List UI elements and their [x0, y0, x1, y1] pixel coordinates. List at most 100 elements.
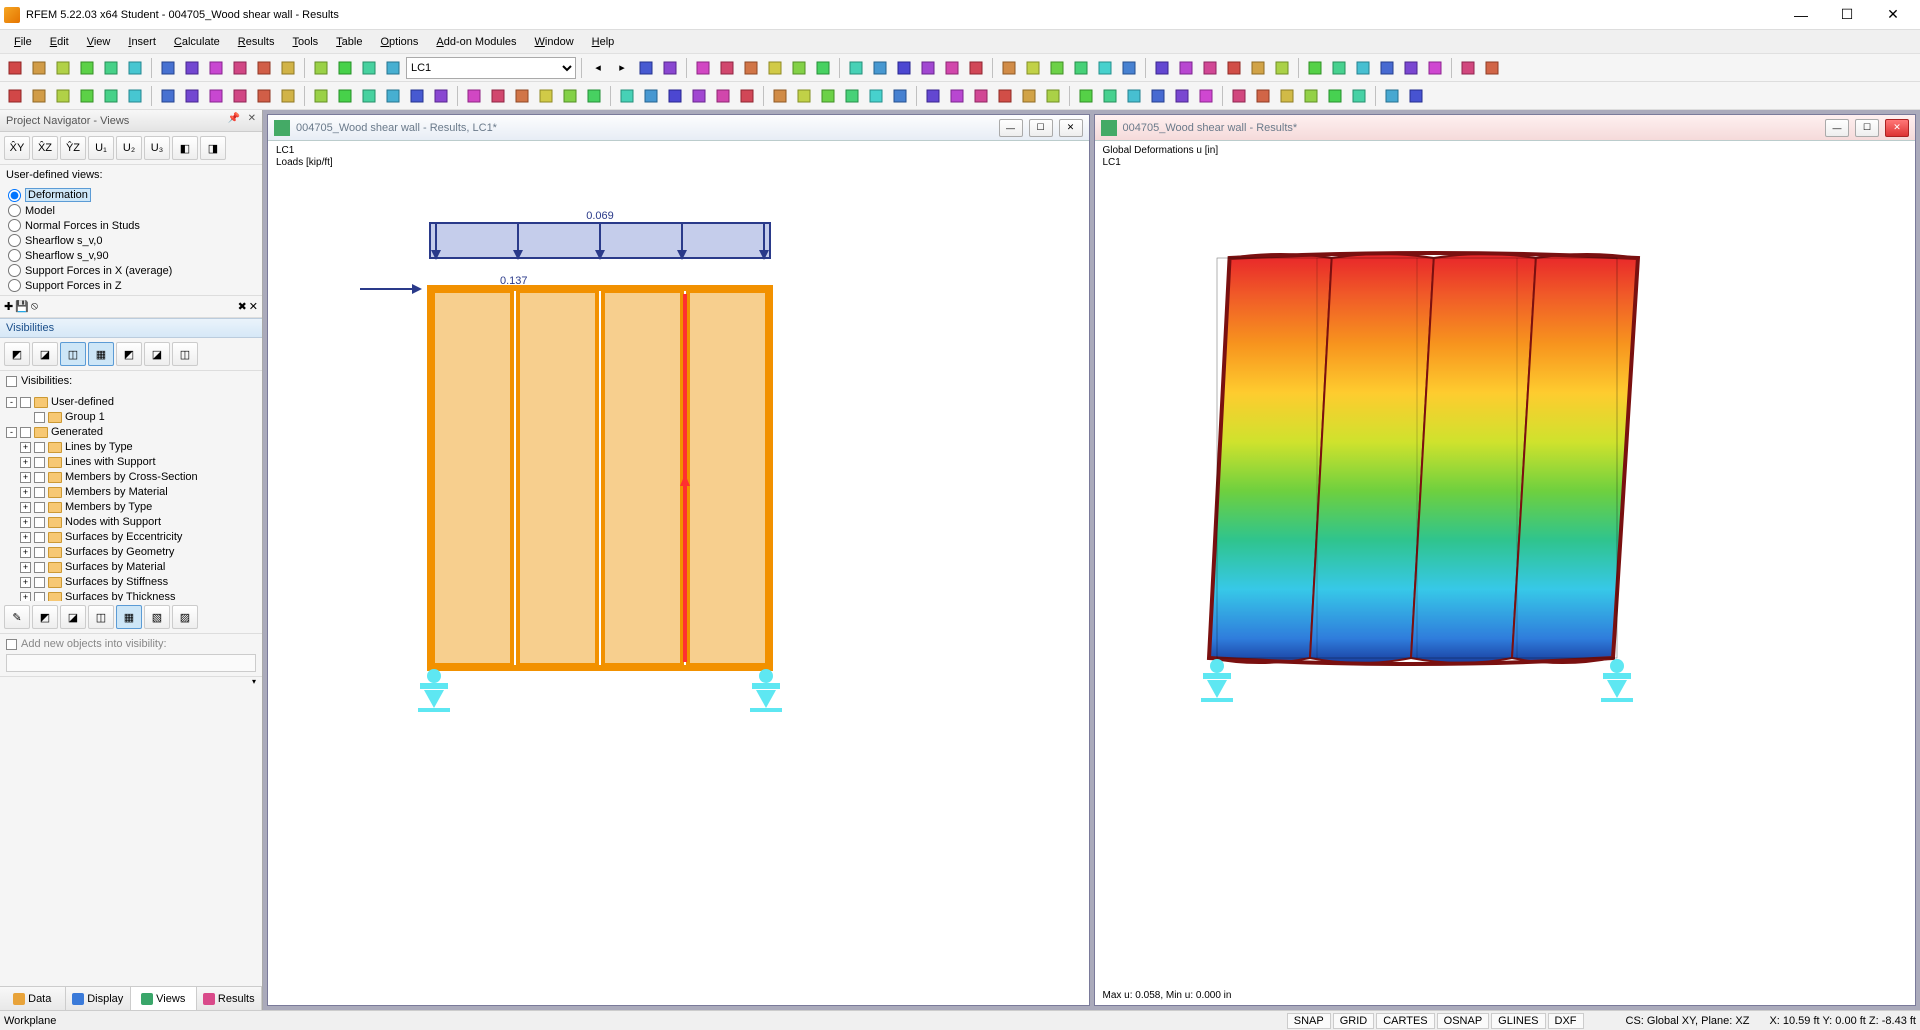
toolbar-button-38[interactable] — [1199, 57, 1221, 79]
tree-item-surfaces-by-thickness[interactable]: +Surfaces by Thickness — [6, 590, 256, 601]
toolbar-button-46[interactable] — [1400, 57, 1422, 79]
tree-item-members-by-type[interactable]: +Members by Type — [6, 500, 256, 515]
view-xy-button[interactable]: X̂Y — [4, 136, 30, 160]
tree-item-group-1[interactable]: Group 1 — [6, 410, 256, 425]
toolbar-button-4[interactable] — [100, 85, 122, 107]
toolbar-button-51[interactable] — [1300, 85, 1322, 107]
toolbar-button-9[interactable] — [229, 85, 251, 107]
dropdown-arrow-icon[interactable]: ▾ — [252, 677, 256, 686]
viewport-right-max-button[interactable]: ☐ — [1855, 119, 1879, 137]
toolbar-button-37[interactable] — [946, 85, 968, 107]
vis-edit-7[interactable]: ▨ — [172, 605, 198, 629]
toolbar-button-6[interactable] — [157, 57, 179, 79]
delete-view-button[interactable]: ⦸ — [31, 300, 38, 313]
toolbar-button-15[interactable] — [382, 85, 404, 107]
toolbar-button-7[interactable] — [181, 57, 203, 79]
toolbar-button-31[interactable] — [1022, 57, 1044, 79]
toolbar-button-4[interactable] — [100, 57, 122, 79]
toolbar-button-41[interactable] — [1271, 57, 1293, 79]
toolbar-button-10[interactable] — [253, 85, 275, 107]
toolbar-button-23[interactable] — [583, 85, 605, 107]
toolbar-button-6[interactable] — [157, 85, 179, 107]
toolbar-button-54[interactable] — [1381, 85, 1403, 107]
viewport-right-canvas[interactable]: Global Deformations u [in]LC1 Max u: 0.0… — [1095, 141, 1916, 1005]
minimize-button[interactable]: — — [1778, 0, 1824, 30]
vis-tool-2[interactable]: ◪ — [32, 342, 58, 366]
view-persp-button[interactable]: ◨ — [200, 136, 226, 160]
tree-item-lines-with-support[interactable]: +Lines with Support — [6, 455, 256, 470]
view-u1-button[interactable]: U₁ — [88, 136, 114, 160]
toolbar-button-23[interactable] — [812, 57, 834, 79]
addnew-input[interactable] — [6, 654, 256, 672]
vis-tool-6[interactable]: ◪ — [144, 342, 170, 366]
toolbar-button-33[interactable] — [1070, 57, 1092, 79]
toolbar-button-13[interactable] — [334, 57, 356, 79]
nav-tab-data[interactable]: Data — [0, 987, 66, 1010]
view-radio[interactable] — [8, 264, 21, 277]
toolbar-button-21[interactable] — [764, 57, 786, 79]
viewport-left-max-button[interactable]: ☐ — [1029, 119, 1053, 137]
tree-expand-icon[interactable]: + — [20, 547, 31, 558]
toolbar-button-28[interactable] — [941, 57, 963, 79]
toolbar-button-47[interactable] — [1424, 57, 1446, 79]
tree-expand-icon[interactable]: + — [20, 517, 31, 528]
tree-checkbox[interactable] — [34, 472, 45, 483]
tree-checkbox[interactable] — [20, 397, 31, 408]
toolbar-button-5[interactable] — [124, 85, 146, 107]
toolbar-button-30[interactable] — [998, 57, 1020, 79]
toolbar-button-34[interactable] — [865, 85, 887, 107]
viewport-left-close-button[interactable]: ✕ — [1059, 119, 1083, 137]
toolbar-button-29[interactable] — [736, 85, 758, 107]
toolbar-button-34[interactable] — [1094, 57, 1116, 79]
nav-tab-display[interactable]: Display — [66, 987, 132, 1010]
toolbar-button-35[interactable] — [889, 85, 911, 107]
menu-file[interactable]: File — [6, 34, 40, 50]
toolbar-button-11[interactable] — [277, 85, 299, 107]
toolbar-button-1[interactable] — [28, 85, 50, 107]
tree-expand-icon[interactable]: + — [20, 532, 31, 543]
toolbar-button-9[interactable] — [229, 57, 251, 79]
toolbar-button-24[interactable] — [616, 85, 638, 107]
view-iso-button[interactable]: ◧ — [172, 136, 198, 160]
toolbar-button-22[interactable] — [559, 85, 581, 107]
tree-checkbox[interactable] — [34, 442, 45, 453]
toolbar-button-42[interactable] — [1304, 57, 1326, 79]
viewport-left-canvas[interactable]: LC1Loads [kip/ft] 0.0690.137 — [268, 141, 1089, 1005]
menu-insert[interactable]: Insert — [120, 34, 164, 50]
toolbar-button-16[interactable] — [406, 85, 428, 107]
vis-tool-3[interactable]: ◫ — [60, 342, 86, 366]
tree-checkbox[interactable] — [34, 487, 45, 498]
tree-expand-icon[interactable]: + — [20, 457, 31, 468]
menu-options[interactable]: Options — [372, 34, 426, 50]
add-view-button[interactable]: ✚ — [4, 300, 13, 313]
toolbar-button-0[interactable] — [4, 85, 26, 107]
snap-cartes[interactable]: CARTES — [1376, 1013, 1434, 1029]
addnew-checkbox[interactable] — [6, 639, 17, 650]
toolbar-button-42[interactable] — [1075, 85, 1097, 107]
vis-edit-4[interactable]: ◫ — [88, 605, 114, 629]
toolbar-button-50[interactable] — [1276, 85, 1298, 107]
toolbar-button-12[interactable] — [310, 57, 332, 79]
toolbar-button-30[interactable] — [769, 85, 791, 107]
tree-item-generated[interactable]: -Generated — [6, 425, 256, 440]
toolbar-button-48[interactable] — [1457, 57, 1479, 79]
toolbar-button-24[interactable] — [845, 57, 867, 79]
tree-item-surfaces-by-geometry[interactable]: +Surfaces by Geometry — [6, 545, 256, 560]
tree-checkbox[interactable] — [34, 562, 45, 573]
toolbar-button-39[interactable] — [994, 85, 1016, 107]
toolbar-button-35[interactable] — [1118, 57, 1140, 79]
toolbar-button-39[interactable] — [1223, 57, 1245, 79]
menu-view[interactable]: View — [79, 34, 119, 50]
toolbar-button-32[interactable] — [817, 85, 839, 107]
viewport-right-close-button[interactable]: ✕ — [1885, 119, 1909, 137]
tree-checkbox[interactable] — [34, 412, 45, 423]
toolbar-button-16[interactable] — [635, 57, 657, 79]
toolbar-button-25[interactable] — [869, 57, 891, 79]
tree-checkbox[interactable] — [34, 502, 45, 513]
tree-checkbox[interactable] — [20, 427, 31, 438]
toolbar-button-12[interactable] — [310, 85, 332, 107]
vis-edit-6[interactable]: ▧ — [144, 605, 170, 629]
toolbar-button-38[interactable] — [970, 85, 992, 107]
view-option-shearflow-s-v-90[interactable]: Shearflow s_v,90 — [8, 248, 254, 263]
menu-tools[interactable]: Tools — [284, 34, 326, 50]
